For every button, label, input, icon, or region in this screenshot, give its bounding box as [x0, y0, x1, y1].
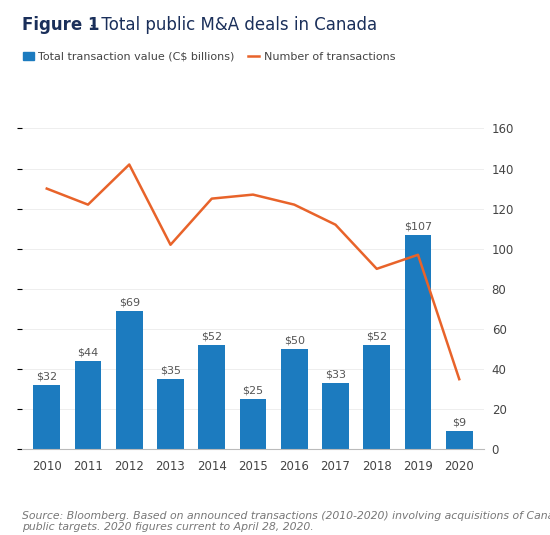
Text: $32: $32 — [36, 372, 57, 381]
Text: $35: $35 — [160, 365, 181, 376]
Bar — [116, 311, 142, 449]
Text: $69: $69 — [119, 297, 140, 307]
Text: $9: $9 — [452, 418, 466, 427]
Text: $50: $50 — [284, 335, 305, 346]
Bar — [75, 361, 101, 449]
Bar — [364, 345, 390, 449]
Legend: Total transaction value (C$ billions), Number of transactions: Total transaction value (C$ billions), N… — [18, 47, 399, 66]
Text: $107: $107 — [404, 221, 432, 231]
Bar — [281, 349, 307, 449]
Text: - Total public M&A deals in Canada: - Total public M&A deals in Canada — [85, 16, 377, 34]
Bar — [199, 345, 225, 449]
Text: $52: $52 — [201, 332, 222, 341]
Bar — [405, 235, 431, 449]
Bar — [446, 431, 472, 449]
Bar — [240, 399, 266, 449]
Text: $52: $52 — [366, 332, 387, 341]
Text: $44: $44 — [78, 348, 98, 357]
Bar — [34, 385, 60, 449]
Bar — [322, 383, 349, 449]
Bar — [157, 379, 184, 449]
Text: $33: $33 — [325, 370, 346, 380]
Text: $25: $25 — [243, 386, 263, 395]
Text: Source: Bloomberg. Based on announced transactions (2010-2020) involving acquisi: Source: Bloomberg. Based on announced tr… — [22, 511, 550, 532]
Text: Figure 1: Figure 1 — [22, 16, 100, 34]
